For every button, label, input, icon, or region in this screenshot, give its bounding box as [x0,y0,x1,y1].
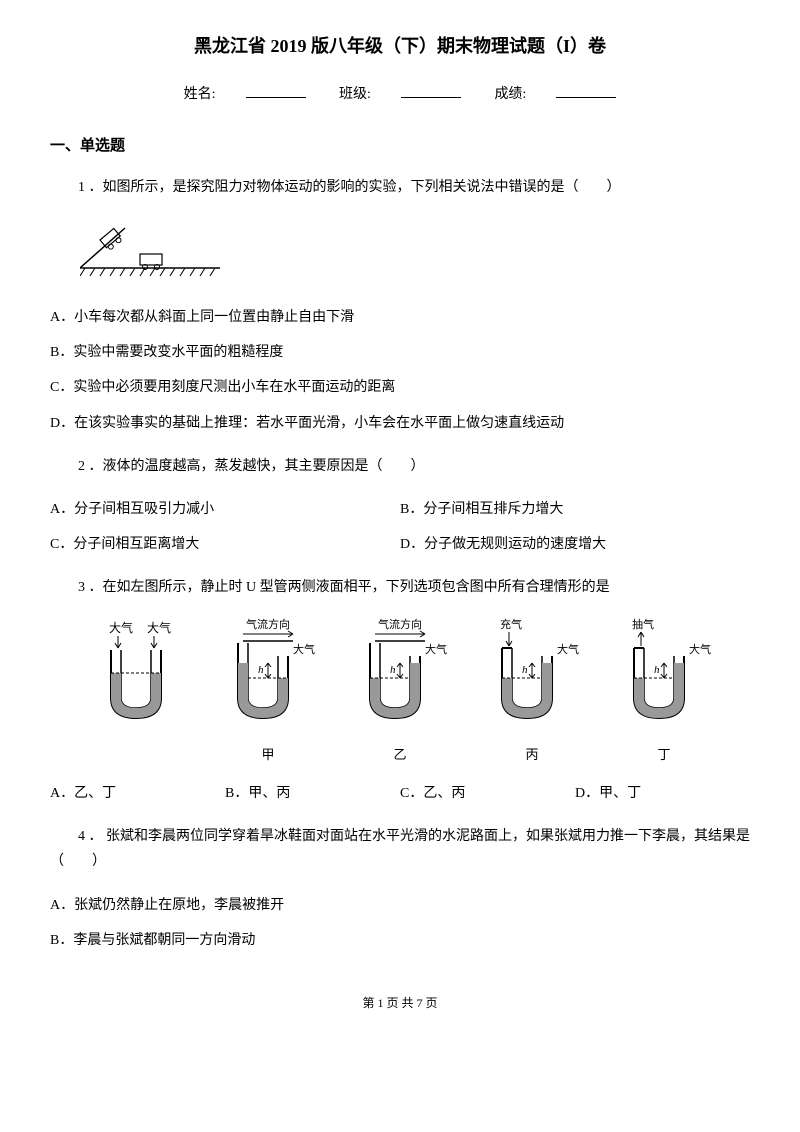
q4-text: 4 ． 张斌和李晨两位同学穿着旱冰鞋面对面站在水平光滑的水泥路面上，如果张斌用力… [50,824,750,874]
page-footer: 第 1 页 共 7 页 [50,993,750,1015]
utube-jia-label: 甲 [202,743,334,766]
svg-text:大气: 大气 [425,642,447,656]
q2-optA: A．分子间相互吸引力减小 [50,497,400,522]
q1-optA: A．小车每次都从斜面上同一位置由静止自由下滑 [50,305,750,330]
class-blank [401,84,461,98]
q1-optD: D．在该实验事实的基础上推理：若水平面光滑，小车会在水平面上做匀速直线运动 [50,411,750,436]
utube-ding-label: 丁 [598,743,730,766]
utube-yi: 气流方向 大气 h 乙 [334,618,466,766]
q3-figures: 大气 大气 气流方向 大气 h 甲 气流方向 [50,618,750,766]
svg-text:大气: 大气 [109,620,133,635]
utube-ref: 大气 大气 [70,618,202,766]
q4-optB: B．李晨与张斌都朝同一方向滑动 [50,928,750,953]
svg-text:气流方向: 气流方向 [378,618,422,631]
page-title: 黑龙江省 2019 版八年级（下）期末物理试题（I）卷 [50,30,750,62]
svg-text:h: h [522,664,528,676]
q1-text: 1 ．如图所示，是探究阻力对物体运动的影响的实验，下列相关说法中错误的是（ ） [50,175,750,200]
svg-text:充气: 充气 [500,618,522,631]
q2-options: A．分子间相互吸引力减小 B．分子间相互排斥力增大 C．分子间相互距离增大 D．… [50,497,750,557]
q1-optB: B．实验中需要改变水平面的粗糙程度 [50,340,750,365]
utube-yi-label: 乙 [334,743,466,766]
utube-ding: 抽气 大气 h 丁 [598,618,730,766]
utube-jia: 气流方向 大气 h 甲 [202,618,334,766]
q3-optA: A．乙、丁 [50,781,225,806]
svg-text:抽气: 抽气 [632,618,654,631]
name-label: 姓名: [184,87,216,102]
score-label: 成绩: [494,87,526,102]
name-blank [246,84,306,98]
q1-optC: C．实验中必须要用刻度尺测出小车在水平面运动的距离 [50,375,750,400]
q2-optB: B．分子间相互排斥力增大 [400,497,750,522]
svg-text:大气: 大气 [147,620,171,635]
section-heading: 一、单选题 [50,133,750,160]
utube-bing-label: 丙 [466,743,598,766]
q1-figure [80,218,750,287]
student-form-line: 姓名: 班级: 成绩: [50,82,750,107]
svg-text:气流方向: 气流方向 [246,618,290,631]
q2-text: 2 ．液体的温度越高，蒸发越快，其主要原因是（ ） [50,454,750,479]
q3-optD: D．甲、丁 [575,781,750,806]
q3-optB: B．甲、丙 [225,781,400,806]
q4-optA: A．张斌仍然静止在原地，李晨被推开 [50,893,750,918]
score-blank [556,84,616,98]
q2-optD: D．分子做无规则运动的速度增大 [400,532,750,557]
q3-options: A．乙、丁 B．甲、丙 C．乙、丙 D．甲、丁 [50,781,750,806]
q2-optC: C．分子间相互距离增大 [50,532,400,557]
svg-text:h: h [654,664,660,676]
svg-text:大气: 大气 [689,642,711,656]
class-label: 班级: [339,87,371,102]
svg-text:h: h [390,664,396,676]
q4-options: A．张斌仍然静止在原地，李晨被推开 B．李晨与张斌都朝同一方向滑动 [50,893,750,953]
utube-bing: 充气 大气 h 丙 [466,618,598,766]
q3-text: 3 ．在如左图所示，静止时 U 型管两侧液面相平，下列选项包含图中所有合理情形的… [50,575,750,600]
q1-options: A．小车每次都从斜面上同一位置由静止自由下滑 B．实验中需要改变水平面的粗糙程度… [50,305,750,436]
svg-text:h: h [258,664,264,676]
svg-text:大气: 大气 [293,642,315,656]
svg-text:大气: 大气 [557,642,579,656]
q3-optC: C．乙、丙 [400,781,575,806]
